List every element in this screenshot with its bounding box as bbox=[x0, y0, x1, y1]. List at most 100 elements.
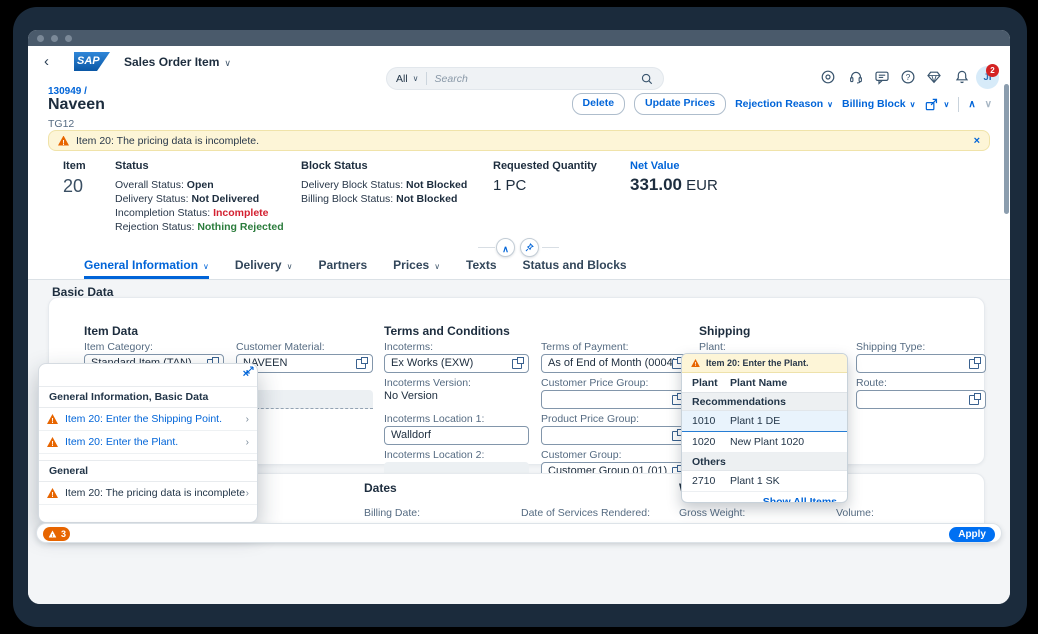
value-help-icon[interactable] bbox=[969, 356, 981, 369]
chevron-down-icon: ∨ bbox=[203, 262, 209, 271]
window-dot-3[interactable] bbox=[65, 34, 72, 42]
search-icon[interactable] bbox=[640, 72, 654, 86]
update-prices-button[interactable]: Update Prices bbox=[634, 93, 727, 115]
app-title[interactable]: Sales Order Item ∨ bbox=[124, 55, 231, 69]
show-all-items-link[interactable]: Show All Items bbox=[762, 495, 837, 503]
volume-label: Volume: bbox=[836, 507, 874, 519]
dropdown-row-2710[interactable]: 2710 Plant 1 SK bbox=[682, 471, 847, 492]
tab-delivery[interactable]: Delivery ∨ bbox=[234, 258, 293, 272]
rejection-reason-button[interactable]: Rejection Reason ∨ bbox=[735, 98, 834, 110]
net-value: 331.00 EUR bbox=[630, 175, 718, 194]
resize-icon[interactable] bbox=[245, 365, 255, 375]
tab-prices[interactable]: Prices ∨ bbox=[393, 258, 441, 272]
status-row: Overall Status: Open bbox=[115, 179, 214, 191]
page-title: Naveen bbox=[48, 96, 105, 113]
close-icon[interactable]: × bbox=[973, 134, 980, 147]
facet-quantity-label: Requested Quantity bbox=[493, 160, 597, 172]
customer-price-group-input[interactable] bbox=[541, 390, 689, 409]
tab-bar-divider bbox=[28, 279, 1010, 280]
route-input[interactable] bbox=[856, 390, 986, 409]
popover-spacer bbox=[39, 454, 257, 461]
plant-suggestion-dropdown: Item 20: Enter the Plant. Plant Plant Na… bbox=[681, 353, 848, 503]
breadcrumb[interactable]: 130949 / bbox=[48, 86, 87, 97]
section-title: Basic Data bbox=[52, 285, 114, 299]
net-value-link[interactable]: Net Value bbox=[630, 160, 680, 172]
dropdown-warning: Item 20: Enter the Plant. bbox=[682, 354, 847, 373]
messages-button[interactable]: 3 bbox=[43, 527, 70, 541]
incoterms-input[interactable]: Ex Works (EXW) bbox=[384, 354, 529, 373]
status-row: Incompletion Status: Incomplete bbox=[115, 207, 269, 219]
billing-block-button[interactable]: Billing Block ∨ bbox=[842, 98, 916, 110]
search-scope-select[interactable]: All bbox=[396, 72, 408, 85]
route-label: Route: bbox=[856, 377, 887, 389]
customer-group-label: Customer Group: bbox=[541, 449, 622, 461]
chevron-down-icon: ∨ bbox=[224, 58, 231, 68]
dropdown-row-1020[interactable]: 1020 New Plant 1020 bbox=[682, 432, 847, 453]
status-row: Rejection Status: Nothing Rejected bbox=[115, 221, 284, 233]
support-headset-icon[interactable] bbox=[848, 69, 864, 85]
value-help-icon[interactable] bbox=[512, 356, 524, 369]
customer-price-group-label: Customer Price Group: bbox=[541, 377, 649, 389]
popover-header: × bbox=[39, 364, 257, 387]
services-rendered-label: Date of Services Rendered: bbox=[521, 507, 650, 519]
value-help-icon[interactable] bbox=[356, 356, 368, 369]
warning-icon bbox=[691, 359, 700, 367]
notification-badge: 2 bbox=[986, 64, 999, 77]
svg-text:?: ? bbox=[906, 72, 911, 82]
tab-status-and-blocks[interactable]: Status and Blocks bbox=[522, 258, 627, 272]
joule-gem-icon[interactable] bbox=[926, 69, 942, 85]
anchor-divider bbox=[478, 247, 495, 248]
apply-button[interactable]: Apply bbox=[949, 526, 995, 542]
notifications-bell-icon[interactable] bbox=[954, 69, 970, 85]
pin-icon bbox=[525, 243, 534, 252]
shell-bar: ‹ SAP Sales Order Item ∨ All ∨ Search bbox=[28, 46, 1010, 90]
message-strip-text: Item 20: The pricing data is incomplete. bbox=[76, 134, 260, 147]
billing-date-label: Billing Date: bbox=[364, 507, 421, 519]
chevron-down-icon: ∨ bbox=[434, 262, 441, 271]
value-help-icon[interactable] bbox=[969, 392, 981, 405]
collapse-header-button[interactable]: ∧ bbox=[496, 238, 515, 257]
tab-general-information[interactable]: General Information ∨ bbox=[84, 258, 209, 279]
facet-quantity-value: 1 PC bbox=[493, 177, 527, 194]
close-icon[interactable]: × bbox=[242, 368, 249, 380]
incoterms-location1-input[interactable]: Walldorf bbox=[384, 426, 529, 445]
message-item-plant[interactable]: Item 20: Enter the Plant. › bbox=[39, 431, 257, 454]
warning-icon bbox=[47, 414, 58, 424]
chevron-down-icon: ∨ bbox=[412, 74, 419, 83]
scrollbar-thumb[interactable] bbox=[1004, 84, 1009, 214]
tab-partners[interactable]: Partners bbox=[318, 258, 368, 272]
delete-button[interactable]: Delete bbox=[571, 93, 626, 115]
message-item-shipping-point[interactable]: Item 20: Enter the Shipping Point. › bbox=[39, 408, 257, 431]
chevron-down-icon: ∨ bbox=[943, 99, 950, 109]
search-input[interactable]: Search bbox=[434, 72, 468, 85]
dropdown-footer: Show All Items bbox=[682, 492, 847, 503]
terms-of-payment-input[interactable]: As of End of Month (0004) bbox=[541, 354, 689, 373]
tab-bar: General Information ∨ Delivery ∨ Partners … bbox=[84, 258, 627, 279]
gross-weight-label: Gross Weight: bbox=[679, 507, 746, 519]
dropdown-row-1010[interactable]: 1010 Plant 1 DE bbox=[682, 411, 847, 432]
dropdown-header-row: Plant Plant Name bbox=[682, 373, 847, 393]
help-icon[interactable]: ? bbox=[900, 69, 916, 85]
incoterms-label: Incoterms: bbox=[384, 341, 434, 353]
chevron-right-icon: › bbox=[245, 436, 249, 448]
shipping-type-label: Shipping Type: bbox=[856, 341, 926, 353]
feedback-chat-icon[interactable] bbox=[874, 69, 890, 85]
search-bar[interactable]: All ∨ Search bbox=[386, 67, 664, 90]
next-item-button[interactable]: ∨ bbox=[984, 98, 992, 110]
previous-item-button[interactable]: ∧ bbox=[968, 98, 976, 110]
window-dot-2[interactable] bbox=[51, 34, 58, 42]
shipping-type-input[interactable] bbox=[856, 354, 986, 373]
message-item-pricing[interactable]: Item 20: The pricing data is incomplete.… bbox=[39, 482, 257, 505]
block-status-row: Billing Block Status: Not Blocked bbox=[301, 193, 458, 205]
back-icon[interactable]: ‹ bbox=[44, 53, 49, 70]
product-price-group-input[interactable] bbox=[541, 426, 689, 445]
share-button[interactable]: ∨ bbox=[924, 97, 949, 112]
assistant-icon[interactable] bbox=[820, 69, 836, 85]
warning-message-strip: Item 20: The pricing data is incomplete.… bbox=[48, 130, 990, 151]
window-dot-1[interactable] bbox=[37, 34, 44, 42]
incoterms-location2-label: Incoterms Location 2: bbox=[384, 449, 485, 461]
sap-logo[interactable]: SAP bbox=[74, 52, 110, 71]
share-icon bbox=[926, 98, 938, 110]
tab-texts[interactable]: Texts bbox=[466, 258, 497, 272]
pin-header-button[interactable] bbox=[520, 238, 539, 257]
